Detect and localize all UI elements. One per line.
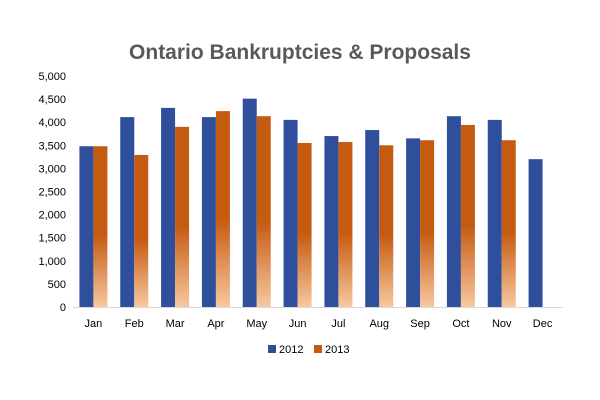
bar-2013-May [256,116,271,307]
x-tick-label: Nov [492,318,512,330]
x-tick-label: Dec [533,318,553,330]
x-tick-label: Aug [369,318,389,330]
bar-2012-Mar [161,107,176,308]
y-tick-label: 4,000 [38,117,66,129]
bar-2013-Jun [297,142,312,307]
legend-label: 2013 [325,344,349,356]
x-tick-label: Feb [125,318,144,330]
y-tick-label: 3,000 [38,163,66,175]
bar-2012-Feb [120,117,135,307]
bar-2013-Nov [501,140,516,307]
bar-2013-Mar [175,126,190,307]
legend: 2012 2013 [268,344,349,356]
x-axis-tick-labels: Jan Feb Mar Apr May Jun Jul Aug Sep Oct Nov Dec [85,318,553,330]
bar-2012-Aug [365,130,380,307]
bar-2013-Oct [460,124,475,307]
x-tick-label: Apr [207,318,224,330]
bar-2013-Apr [215,111,230,307]
y-tick-label: 0 [60,302,66,314]
bar-2012-Jul [324,136,339,307]
x-tick-label: Jun [289,318,307,330]
bar-2013-Jan [93,146,108,307]
chart-title: Ontario Bankruptcies & Proposals [129,41,471,64]
legend-swatch [314,345,322,353]
bar-2012-Sep [406,138,421,307]
x-tick-label: May [246,318,267,330]
x-tick-label: Sep [410,318,430,330]
x-tick-label: Jan [85,318,103,330]
y-tick-label: 1,500 [38,233,66,245]
x-tick-label: Jul [331,318,345,330]
y-tick-label: 1,000 [38,256,66,268]
legend-label: 2012 [279,344,303,356]
x-tick-label: Oct [452,318,469,330]
bar-2012-Dec [528,159,543,307]
bar-2012-Oct [446,116,461,307]
y-tick-label: 5,000 [38,71,66,83]
y-tick-label: 2,000 [38,210,66,222]
bar-2012-Jan [79,146,94,307]
legend-swatch [268,345,276,353]
y-axis-tick-labels: 0 500 1,000 1,500 2,000 2,500 3,000 3,500 4,000 4… [38,71,66,314]
x-tick-label: Mar [166,318,185,330]
y-tick-label: 500 [48,279,66,291]
bars-group [79,98,543,308]
bar-2013-Feb [134,155,149,307]
bar-2012-May [242,98,257,307]
y-tick-label: 2,500 [38,187,66,199]
bar-2012-Nov [487,119,502,307]
y-tick-label: 4,500 [38,94,66,106]
bar-2013-Sep [420,140,435,307]
bar-2013-Jul [338,142,353,307]
bar-2012-Jun [283,119,298,307]
y-tick-label: 3,500 [38,140,66,152]
bar-2012-Apr [201,117,216,307]
bar-2013-Aug [379,145,394,307]
